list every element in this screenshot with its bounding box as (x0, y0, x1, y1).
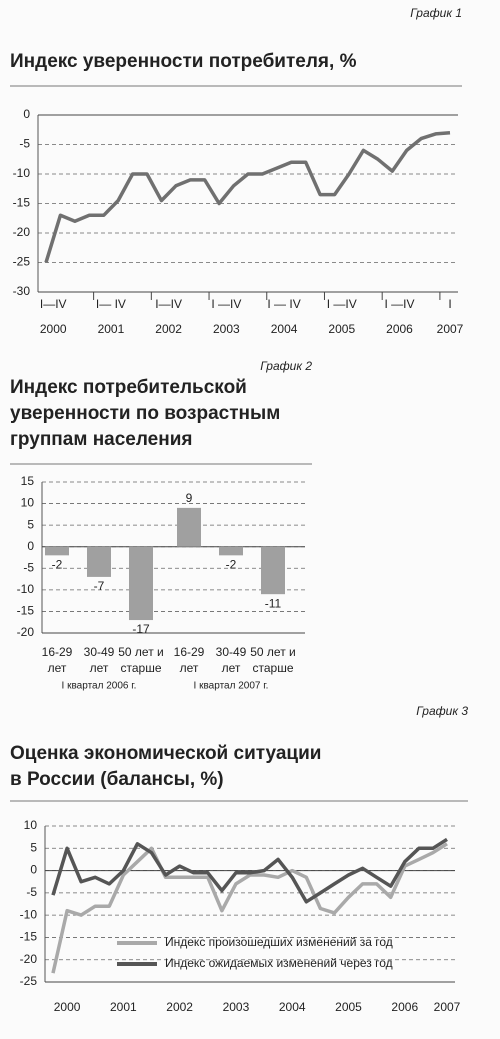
x-tick-label: 16-29 (174, 645, 205, 659)
x-year-label: 2001 (98, 322, 125, 336)
chart-title: Индекс уверенности потребителя, % (10, 51, 357, 72)
legend-label: Индекс произошедших изменений за год (165, 935, 393, 949)
x-tick-label: лет (90, 661, 109, 675)
y-tick-label: -25 (13, 255, 31, 269)
x-year-label: 2003 (213, 322, 240, 336)
caption: График 1 (410, 6, 462, 20)
caption: График 3 (416, 704, 468, 718)
x-tick-label: 16-29 (42, 645, 73, 659)
x-year-label: 2006 (391, 1000, 418, 1014)
data-line (51, 837, 448, 904)
x-tick-label: 30-49 (216, 645, 247, 659)
bar (45, 546, 69, 556)
y-tick-label: -5 (23, 560, 34, 574)
bar (219, 546, 243, 556)
x-year-label: 2005 (328, 322, 355, 336)
caption: График 2 (260, 359, 312, 373)
x-year-label: 2002 (155, 322, 182, 336)
value-label: 9 (186, 491, 193, 505)
x-year-label: 2006 (386, 322, 413, 336)
x-year-label: 2004 (279, 1000, 306, 1014)
value-label: -7 (94, 579, 105, 593)
legend-label: Индекс ожидаемых изменений через год (165, 956, 393, 970)
y-tick-label: -20 (13, 225, 31, 239)
y-tick-label: -15 (13, 196, 31, 210)
x-quarter-label: I —IV (211, 297, 241, 311)
x-year-label: 2000 (40, 322, 67, 336)
x-quarter-label: I—IV (155, 297, 182, 311)
x-tick-label: лет (180, 661, 199, 675)
x-year-label: 2007 (437, 322, 464, 336)
y-tick-label: -5 (19, 137, 30, 151)
chart-title: уверенности по возрастным (10, 403, 280, 424)
chart-title: Индекс потребительской (10, 377, 247, 398)
y-tick-label: -15 (20, 930, 38, 944)
x-quarter-label: I —IV (327, 297, 357, 311)
y-tick-label: -25 (20, 974, 38, 988)
x-tick-label: 50 лет и (250, 645, 296, 659)
x-year-label: 2004 (271, 322, 298, 336)
value-label: -11 (265, 596, 282, 610)
y-tick-label: 0 (30, 863, 37, 877)
x-tick-label: 50 лет и (118, 645, 164, 659)
y-tick-label: -30 (13, 284, 31, 298)
y-tick-label: -20 (20, 952, 38, 966)
value-label: -2 (52, 558, 63, 572)
y-tick-label: 0 (27, 539, 34, 553)
y-tick-label: -5 (26, 885, 37, 899)
chart-title: группам населения (10, 429, 193, 450)
x-year-label: 2003 (223, 1000, 250, 1014)
chart-title: Оценка экономической ситуации (10, 743, 321, 764)
y-tick-label: 5 (30, 840, 37, 854)
y-tick-label: 10 (24, 818, 38, 832)
value-label: -2 (226, 558, 237, 572)
chart-title: в России (балансы, %) (10, 769, 224, 790)
bar (261, 546, 285, 595)
x-quarter-label: I—IV (40, 297, 67, 311)
x-year-label: 2007 (434, 1000, 461, 1014)
x-quarter-label: I— IV (96, 297, 126, 311)
y-tick-label: -15 (17, 604, 35, 618)
y-tick-label: 10 (21, 496, 35, 510)
y-tick-label: -10 (20, 907, 38, 921)
group-label: I квартал 2006 г. (62, 681, 137, 692)
bar (87, 546, 111, 577)
y-tick-label: -20 (17, 625, 35, 639)
x-year-label: 2002 (166, 1000, 193, 1014)
y-tick-label: -10 (13, 166, 31, 180)
y-tick-label: 15 (21, 474, 35, 488)
bar (129, 546, 153, 621)
x-tick-label: старше (252, 661, 293, 675)
bar (177, 507, 201, 547)
y-tick-label: 0 (23, 107, 30, 121)
x-tick-label: лет (222, 661, 241, 675)
x-year-label: 2000 (54, 1000, 81, 1014)
value-label: -17 (132, 622, 150, 636)
data-line (44, 130, 451, 264)
x-tick-label: лет (48, 661, 67, 675)
x-quarter-label: I —IV (384, 297, 414, 311)
x-year-label: 2005 (335, 1000, 362, 1014)
y-tick-label: -10 (17, 582, 35, 596)
x-quarter-label: I — IV (267, 297, 300, 311)
y-tick-label: 5 (27, 517, 34, 531)
x-tick-label: 30-49 (84, 645, 115, 659)
x-tick-label: старше (120, 661, 161, 675)
x-year-label: 2001 (110, 1000, 137, 1014)
x-quarter-label: I (448, 297, 451, 311)
group-label: I квартал 2007 г. (194, 681, 269, 692)
data-line (51, 842, 448, 974)
